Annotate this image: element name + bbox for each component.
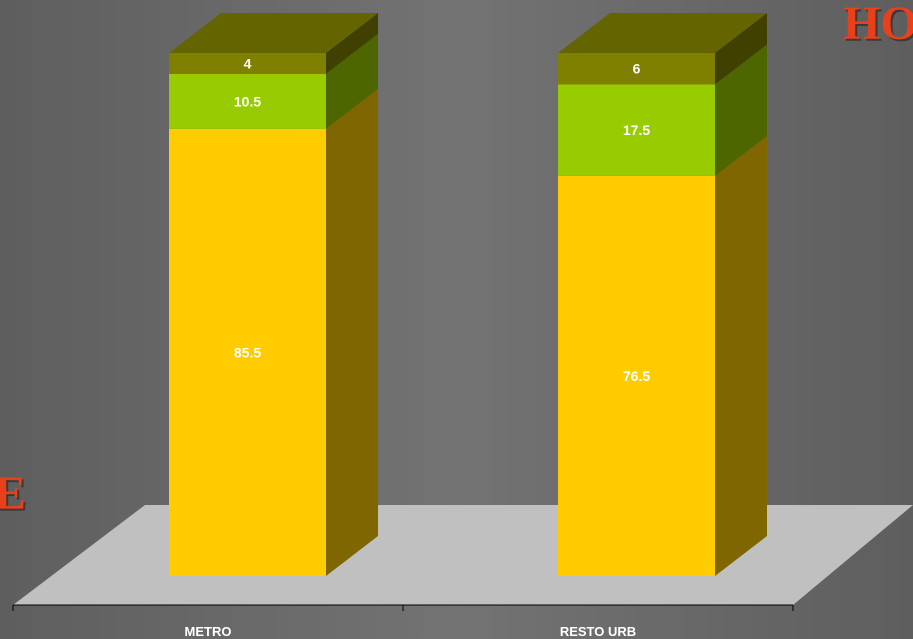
bar-segment-front xyxy=(558,53,715,85)
bar-segment-side xyxy=(326,88,378,577)
bar-stack-0: 85.5 10.5 4 xyxy=(169,13,378,577)
data-label: 10.5 xyxy=(234,93,261,109)
data-label: 17.5 xyxy=(623,122,650,138)
slide-title-fragment: HO xyxy=(843,0,913,50)
data-label: 76.5 xyxy=(623,368,650,384)
bar-segment-side xyxy=(715,135,767,576)
category-label: METRO xyxy=(185,624,232,639)
bar-segment-front xyxy=(169,128,326,576)
data-label: 6 xyxy=(633,61,641,77)
bar-segment-front xyxy=(169,53,326,74)
data-label: 85.5 xyxy=(234,344,261,360)
bar-segment-front xyxy=(169,73,326,129)
data-label: 4 xyxy=(244,55,252,71)
bar-segment-front xyxy=(558,84,715,176)
bar-segment-side xyxy=(326,33,378,129)
bar-segment-side xyxy=(715,13,767,85)
bar-segment-front xyxy=(558,175,715,576)
bar-segment-side xyxy=(715,44,767,176)
chart-floor xyxy=(13,505,913,605)
category-label: RESTO URB xyxy=(560,624,636,639)
bar-top-face xyxy=(169,13,378,53)
bar-stack-1: 76.5 17.5 6 xyxy=(558,13,767,576)
bar-segment-side xyxy=(326,13,378,74)
slide-side-text-fragment: E xyxy=(0,467,27,520)
bar-top-face xyxy=(558,13,767,53)
